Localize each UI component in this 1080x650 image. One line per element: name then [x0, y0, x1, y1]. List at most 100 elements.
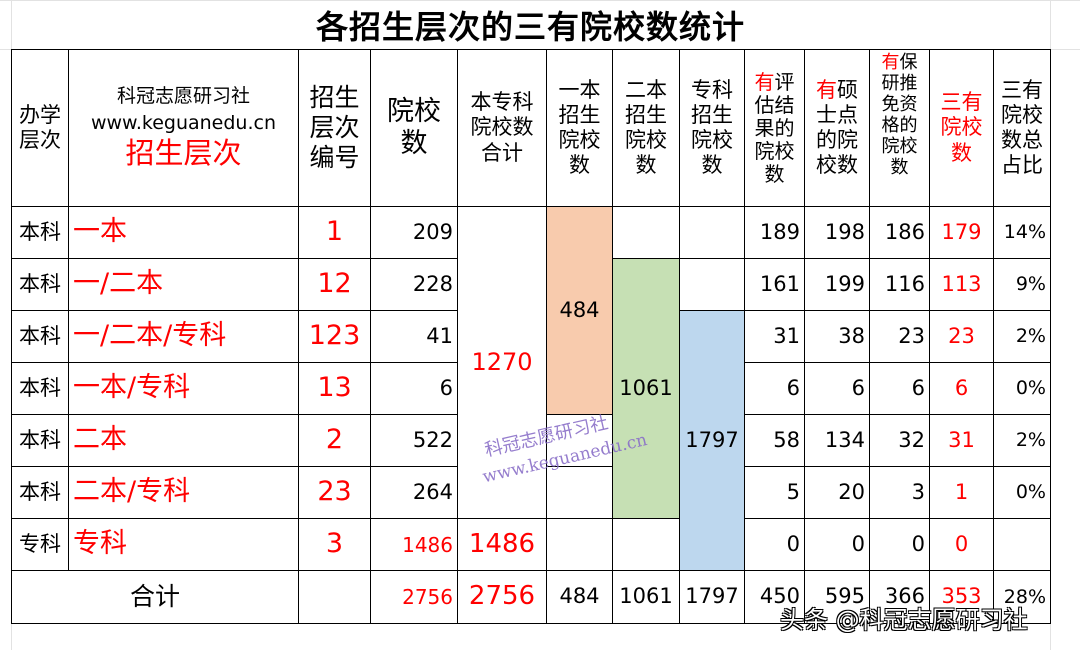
row-ratio: 0%: [993, 362, 1051, 415]
row-master: 134: [804, 414, 870, 467]
row-eval: 0: [744, 518, 805, 571]
header-enroll-level-label: 招生层次: [125, 136, 242, 171]
row-school-level: 本科: [11, 206, 69, 259]
yiben-empty: [546, 414, 613, 467]
row-enroll-level: 二本/专科: [68, 466, 299, 519]
row-sanyou: 113: [929, 258, 994, 311]
header-eval: 有评估结果的院校数: [744, 49, 805, 207]
row-level-code: 23: [298, 466, 371, 519]
header-bk-zk-total: 本专科院校数合计: [457, 49, 547, 207]
total-erben: 1061: [612, 570, 680, 624]
zhuanke-total: 1486: [457, 518, 547, 571]
eval-rest: 评估结果的院校数: [754, 69, 795, 186]
row-school-count: 522: [370, 414, 458, 467]
row-enroll-level: 一/二本/专科: [68, 310, 299, 363]
total-eval: 450: [744, 570, 805, 624]
row-enroll-level: 一/二本: [68, 258, 299, 311]
row-ratio: 14%: [993, 206, 1051, 259]
eval-prefix: 有: [754, 69, 775, 94]
erben-empty: [612, 518, 680, 571]
header-erben-label: 二本招生院校数: [625, 77, 667, 178]
row-master: 20: [804, 466, 870, 519]
row-ratio: 0%: [993, 466, 1051, 519]
row-sanyou: 1: [929, 466, 994, 519]
header-ratio-label: 三有院校数总占比: [1001, 77, 1043, 178]
row-school-count: 264: [370, 466, 458, 519]
row-master: 38: [804, 310, 870, 363]
row-tuimian: 3: [869, 466, 930, 519]
total-zhuanke: 1797: [679, 570, 745, 624]
row-school-level: 本科: [11, 258, 69, 311]
header-school-count-label: 院校数: [387, 95, 441, 159]
zhuanke-empty: [679, 206, 745, 259]
row-sanyou: 179: [929, 206, 994, 259]
total-ratio: 28%: [993, 570, 1051, 624]
yiben-empty: [546, 518, 613, 571]
header-master-label: 有硕士点的院校数: [815, 78, 859, 179]
header-school-count: 院校数: [370, 49, 458, 207]
row-school-count: 41: [370, 310, 458, 363]
row-enroll-level: 二本: [68, 414, 299, 467]
total-sanyou: 353: [929, 570, 994, 624]
erben-total: 1061: [612, 258, 680, 519]
header-enroll-level: 科冠志愿研习社 www.keguanedu.cn 招生层次: [68, 49, 299, 207]
row-eval: 161: [744, 258, 805, 311]
row-tuimian: 6: [869, 362, 930, 415]
row-level-code: 1: [298, 206, 371, 259]
row-ratio: 2%: [993, 414, 1051, 467]
row-level-code: 2: [298, 414, 371, 467]
gridline: [0, 0, 1080, 1]
row-level-code: 123: [298, 310, 371, 363]
header-level-code: 招生层次编号: [298, 49, 371, 207]
row-ratio: 9%: [993, 258, 1051, 311]
master-rest: 硕士点的院校数: [816, 77, 858, 178]
row-school-level: 本科: [11, 310, 69, 363]
header-zhuanke: 专科招生院校数: [679, 49, 745, 207]
total-yiben: 484: [546, 570, 613, 624]
row-sanyou: 0: [929, 518, 994, 571]
row-sanyou: 6: [929, 362, 994, 415]
row-school-count: 6: [370, 362, 458, 415]
row-school-level: 专科: [11, 518, 69, 571]
header-eval-label: 有评估结果的院校数: [753, 69, 797, 186]
header-sanyou: 三有院校数: [929, 49, 994, 207]
row-tuimian: 32: [869, 414, 930, 467]
tuimian-prefix: 有: [881, 52, 900, 73]
total-code: [298, 570, 371, 624]
row-eval: 6: [744, 362, 805, 415]
row-school-count: 228: [370, 258, 458, 311]
row-tuimian: 186: [869, 206, 930, 259]
row-tuimian: 116: [869, 258, 930, 311]
header-yiben: 一本招生院校数: [546, 49, 613, 207]
row-level-code: 13: [298, 362, 371, 415]
zhuanke-enroll-total: 1797: [679, 310, 745, 571]
tuimian-rest: 保研推免资格的院校数: [881, 52, 918, 179]
row-school-count: 1486: [370, 518, 458, 571]
total-count: 2756: [370, 570, 458, 624]
master-prefix: 有: [816, 77, 837, 102]
header-erben: 二本招生院校数: [612, 49, 680, 207]
row-master: 0: [804, 518, 870, 571]
header-zhuanke-label: 专科招生院校数: [691, 77, 733, 178]
row-eval: 31: [744, 310, 805, 363]
row-school-level: 本科: [11, 466, 69, 519]
total-tuimian: 366: [869, 570, 930, 624]
brand-name: 科冠志愿研习社: [116, 84, 250, 107]
total-master: 595: [804, 570, 870, 624]
erben-empty: [612, 206, 680, 259]
header-sanyou-label: 三有院校数: [940, 90, 983, 165]
yiben-empty: [546, 466, 613, 519]
header-yiben-label: 一本招生院校数: [558, 77, 601, 178]
row-tuimian: 23: [869, 310, 930, 363]
row-school-level: 本科: [11, 414, 69, 467]
header-ratio: 三有院校数总占比: [993, 49, 1051, 207]
row-school-count: 209: [370, 206, 458, 259]
page-title: 各招生层次的三有院校数统计: [315, 7, 745, 46]
row-level-code: 3: [298, 518, 371, 571]
row-ratio: 2%: [993, 310, 1051, 363]
row-master: 198: [804, 206, 870, 259]
row-tuimian: 0: [869, 518, 930, 571]
header-tuimian-label: 有保研推免资格的院校数: [880, 52, 920, 178]
row-eval: 189: [744, 206, 805, 259]
row-enroll-level: 一本/专科: [68, 362, 299, 415]
